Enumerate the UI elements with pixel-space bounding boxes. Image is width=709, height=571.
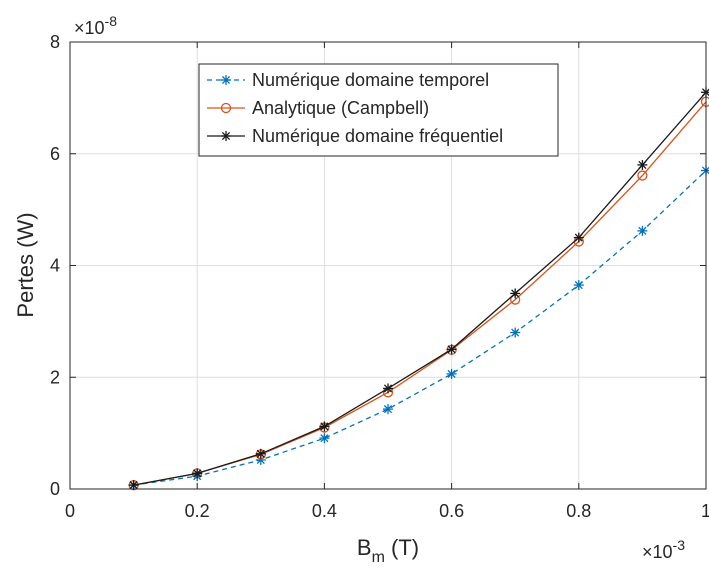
data-point xyxy=(510,327,521,338)
y-tick-label: 2 xyxy=(50,367,60,387)
y-tick-label: 4 xyxy=(50,256,60,276)
series-layer xyxy=(128,87,709,491)
y-tick-label: 6 xyxy=(50,144,60,164)
data-point xyxy=(319,433,330,444)
data-point xyxy=(255,454,266,465)
data-point xyxy=(637,225,648,236)
data-point xyxy=(446,344,457,355)
series-line xyxy=(133,91,707,486)
legend-marker xyxy=(220,102,232,114)
y-exponent-label: ×10-8 xyxy=(74,13,117,38)
y-tick-label: 0 xyxy=(50,479,60,499)
legend-entry: Numérique domaine fréquentiel xyxy=(207,126,503,146)
legend: Numérique domaine temporel Analytique (Ca… xyxy=(198,63,559,157)
legend-label: Numérique domaine temporel xyxy=(252,70,489,90)
x-tick-label: 0.2 xyxy=(185,501,210,521)
data-point xyxy=(192,468,203,479)
x-tick-label: 0 xyxy=(65,501,75,521)
y-tick-label: 8 xyxy=(50,32,60,52)
x-axis-label: Bm (T) xyxy=(357,535,419,566)
data-point xyxy=(510,288,521,299)
legend-entry: Numérique domaine temporel xyxy=(207,70,489,90)
legend-marker xyxy=(221,131,231,141)
x-tick-label: 0.4 xyxy=(312,501,337,521)
data-point xyxy=(573,232,584,243)
series-3 xyxy=(128,87,709,491)
data-point xyxy=(637,170,648,181)
ticks: 0 0.2 0.4 0.6 0.8 1 0 2 4 6 8 xyxy=(50,32,709,521)
data-point xyxy=(128,480,139,491)
x-tick-label: 1 xyxy=(701,501,709,521)
data-point xyxy=(383,383,393,394)
data-point xyxy=(255,448,266,459)
data-point xyxy=(319,421,330,432)
data-point xyxy=(573,280,584,291)
x-tick-label: 0.8 xyxy=(566,501,591,521)
data-point xyxy=(383,404,393,415)
data-point xyxy=(637,159,648,170)
legend-label: Numérique domaine fréquentiel xyxy=(252,126,503,146)
x-tick-label: 0.6 xyxy=(439,501,464,521)
data-point xyxy=(446,368,457,379)
legend-marker xyxy=(221,75,231,85)
x-exponent-label: ×10-3 xyxy=(642,537,685,562)
y-axis-label: Pertes (W) xyxy=(13,212,38,317)
legend-entry: Analytique (Campbell) xyxy=(207,98,429,118)
legend-label: Analytique (Campbell) xyxy=(252,98,429,118)
legend-box xyxy=(198,63,559,157)
